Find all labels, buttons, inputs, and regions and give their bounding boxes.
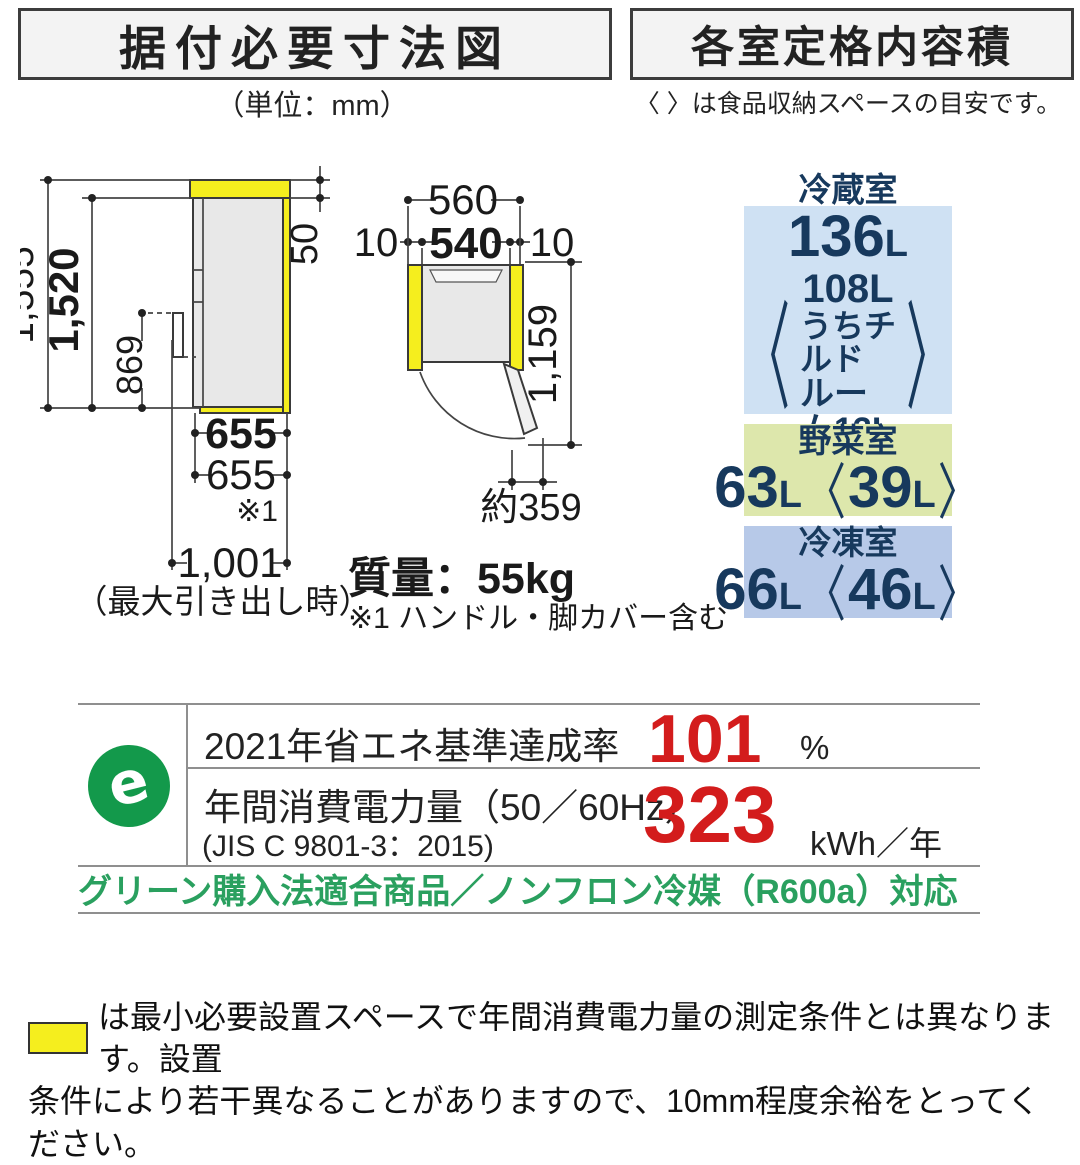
yellow-legend-swatch — [28, 1022, 88, 1055]
energy-standard-unit: % — [800, 729, 830, 766]
dim-label-handle-height: 869 — [109, 335, 150, 395]
bracket-close: 〉 — [906, 291, 952, 425]
door-swing-arc — [419, 371, 526, 440]
dim-label-pullout: 1,001 — [177, 539, 282, 586]
dim-dot — [138, 404, 146, 412]
dim-label-door-protrusion: 約359 — [480, 487, 581, 529]
dim-dot — [88, 404, 96, 412]
dim-dot — [539, 478, 547, 486]
compartment-volume: 136 — [788, 203, 885, 269]
compartment-name: 冷凍室 — [798, 523, 898, 561]
bracket-open: 〈 — [803, 458, 846, 527]
compartment-capacity-title: 各室定格内容積 — [630, 8, 1074, 80]
fridge-handle — [172, 312, 184, 358]
energy-logo-cell: e — [78, 705, 188, 865]
dim-dot — [191, 471, 199, 479]
footnote-line1-text: は最小必要設置スペースで年間消費電力量の測定条件とは異なります。設置 — [98, 999, 1055, 1078]
energy-standard-row: 2021年省エネ基準達成率 101 % — [188, 705, 980, 773]
compartment-volume: 66 — [714, 557, 779, 623]
dim-dot — [88, 194, 96, 202]
footnote-line1: は最小必要設置スペースで年間消費電力量の測定条件とは異なります。設置 — [28, 996, 1058, 1080]
capacity-box-freezer: 冷凍室 66 L 〈 46 L 〉 — [714, 523, 980, 625]
compartment-name: 野菜室 — [798, 421, 898, 459]
dim-label-clearance-left: 10 — [354, 221, 399, 265]
food-space-volume: 39 — [848, 455, 913, 521]
compartment-volume: 63 — [714, 455, 779, 521]
dim-label-body-height: 1,520 — [40, 247, 87, 352]
dim-dot — [516, 196, 524, 204]
e-mark-letter: e — [100, 745, 156, 821]
dim-label-top-clearance: 50 — [284, 223, 326, 265]
dim-dot — [283, 429, 291, 437]
dim-label-clearance-right: 10 — [530, 221, 575, 265]
side-top-clearance-highlight — [189, 179, 291, 199]
chilled-room-note-line1: うちチルド — [800, 307, 897, 378]
unit-note: （単位：mm） — [215, 90, 409, 122]
installation-dimensions-title: 据付必要寸法図 — [18, 8, 612, 80]
food-space-unit: L — [912, 474, 936, 517]
dim-dot — [138, 309, 146, 317]
open-door-slab — [502, 362, 539, 436]
energy-spec-table: e 2021年省エネ基準達成率 101 % 年間消費電力量（50／60Hz） (… — [78, 703, 980, 867]
dim-label-door-open-depth: 1,159 — [521, 304, 565, 404]
dim-dot — [283, 559, 291, 567]
dim-ref-mark: ※1 — [236, 495, 278, 528]
fridge-side-body — [192, 197, 284, 408]
bracket-open: 〈 — [744, 291, 790, 425]
bracket-close: 〉 — [937, 458, 980, 527]
dim-dot — [567, 441, 575, 449]
dim-label-width-total: 560 — [428, 176, 498, 223]
bracket-open: 〈 — [803, 560, 846, 629]
installation-dimensions-title-text: 据付必要寸法図 — [119, 21, 511, 75]
dim-dot — [316, 176, 324, 184]
dim-label-depth-ref: 655 — [206, 451, 276, 498]
dim-label-width-body: 540 — [429, 219, 502, 268]
dim-dot — [44, 404, 52, 412]
footnote: は最小必要設置スペースで年間消費電力量の測定条件とは異なります。設置 条件により… — [28, 996, 1058, 1165]
jis-standard-note: (JIS C 9801-3：2015) — [202, 830, 494, 863]
annual-consumption-value: 323 — [643, 770, 777, 859]
footnote-line2: 条件により若干異なることがありますので、10mm程度余裕をとってください。 — [28, 1083, 1040, 1162]
capacity-box-refrigerator: 冷蔵室 136 L 〈 108L うちチルド ルーム13L 〉 — [744, 171, 952, 448]
compartment-capacity-title-text: 各室定格内容積 — [691, 24, 1013, 72]
volume-unit: L — [778, 474, 802, 517]
dim-label-pullout-note: （最大引き出し時） — [75, 583, 372, 620]
mass-note: 質量：55kg — [348, 555, 576, 603]
bracket-close: 〉 — [937, 560, 980, 629]
annual-consumption-label: 年間消費電力量（50／60Hz） — [204, 787, 702, 828]
food-space-volume: 46 — [848, 557, 913, 623]
energy-standard-value: 101 — [648, 701, 762, 777]
side-view-diagram: 1,555 1,520 869 50 655 655 ※1 — [20, 166, 372, 620]
dim-dot — [168, 559, 176, 567]
green-procurement-note: グリーン購入法適合商品／ノンフロン冷媒（R600a）対応 — [78, 865, 980, 914]
energy-standard-label: 2021年省エネ基準達成率 — [204, 726, 620, 767]
energy-saving-e-mark-icon: e — [88, 745, 170, 827]
dim-dot — [283, 471, 291, 479]
top-view-diagram: 560 10 540 10 1,159 — [354, 176, 582, 529]
dim-label-depth-bold: 655 — [205, 410, 277, 458]
dimension-diagram: 1,555 1,520 869 50 655 655 ※1 — [20, 166, 582, 620]
dim-dot — [418, 238, 426, 246]
dim-dot — [316, 194, 324, 202]
dim-label-total-height: 1,555 — [20, 246, 42, 344]
volume-unit: L — [884, 222, 908, 265]
dim-dot — [191, 429, 199, 437]
capacity-box-vegetable: 野菜室 63 L 〈 39 L 〉 — [714, 421, 980, 523]
dim-dot — [567, 258, 575, 266]
energy-rows: 2021年省エネ基準達成率 101 % 年間消費電力量（50／60Hz） (JI… — [188, 705, 980, 865]
dim-dot — [508, 478, 516, 486]
dim-dot — [506, 238, 514, 246]
volume-unit: L — [778, 576, 802, 619]
dim-dot — [44, 176, 52, 184]
ref1-note: ※1 ハンドル・脚カバー含む — [348, 602, 729, 635]
annual-consumption-unit: kWh／年 — [810, 825, 942, 862]
food-space-unit: L — [912, 576, 936, 619]
compartment-name: 冷蔵室 — [798, 170, 898, 208]
dim-dot — [404, 196, 412, 204]
annual-consumption-row: 年間消費電力量（50／60Hz） (JIS C 9801-3：2015) 323… — [188, 769, 980, 865]
fridge-top-back-contour — [429, 269, 503, 283]
food-space-volume: 108L — [802, 266, 894, 311]
top-left-clearance-highlight — [407, 264, 423, 371]
capacity-bracket-note: 〈 〉は食品収納スペースの目安です。 — [634, 90, 1062, 118]
